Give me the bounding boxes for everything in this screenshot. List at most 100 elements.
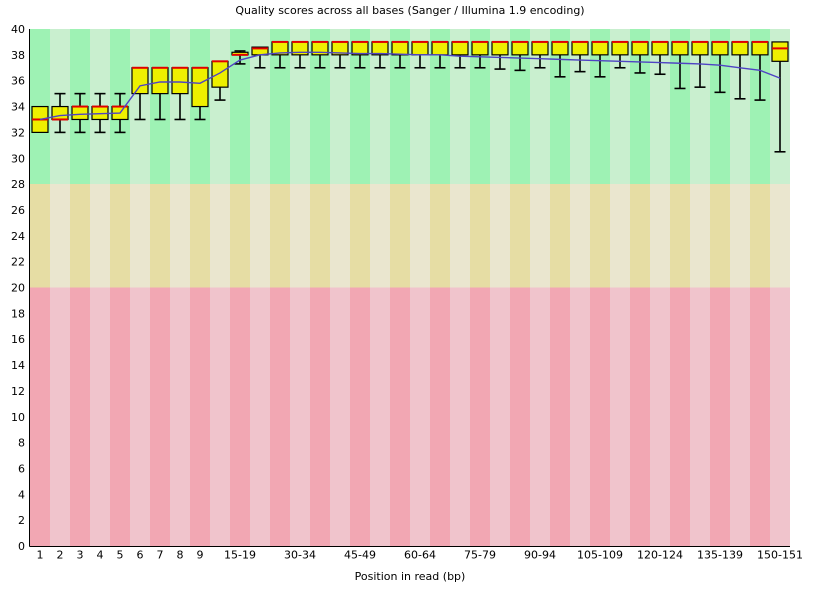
x-axis-tick-label: 135-139 xyxy=(697,549,743,562)
boxplot-box xyxy=(431,41,449,56)
background-zone-stripe xyxy=(350,184,370,288)
background-zone-stripe xyxy=(210,287,230,546)
boxplot-box xyxy=(191,67,209,108)
background-zone-stripe xyxy=(450,287,470,546)
boxplot-box xyxy=(471,41,489,56)
background-zone-stripe xyxy=(650,29,670,185)
x-axis-tick-label: 2 xyxy=(57,549,64,562)
background-zone-stripe xyxy=(410,287,430,546)
y-axis-tick-label: 4 xyxy=(18,488,25,501)
background-zone-stripe xyxy=(670,29,690,185)
background-zone-stripe xyxy=(130,184,150,288)
background-zone-stripe xyxy=(50,287,70,546)
background-zone-stripe xyxy=(310,184,330,288)
background-zone-stripe xyxy=(690,184,710,288)
x-axis-tick-label: 150-151 xyxy=(757,549,803,562)
y-axis-tick-label: 8 xyxy=(18,437,25,450)
x-axis-tick-label: 1 xyxy=(37,549,44,562)
background-zone-stripe xyxy=(630,184,650,288)
background-zone-stripe xyxy=(670,184,690,288)
background-zone-stripe xyxy=(610,184,630,288)
background-zone-stripe xyxy=(30,287,50,546)
x-axis-tick-label: 5 xyxy=(117,549,124,562)
background-zone-stripe xyxy=(590,29,610,185)
background-zone-stripe xyxy=(650,287,670,546)
background-zone-stripe xyxy=(170,184,190,288)
background-zone-stripe xyxy=(770,184,790,288)
y-axis-tick-label: 38 xyxy=(11,49,25,62)
y-axis-tick-label: 26 xyxy=(11,204,25,217)
background-zone-stripe xyxy=(70,184,90,288)
background-zone-stripe xyxy=(270,287,290,546)
background-zone-stripe xyxy=(230,287,250,546)
background-zone-stripe xyxy=(30,184,50,288)
background-zone-stripe xyxy=(690,29,710,185)
boxplot-box xyxy=(171,67,189,95)
boxplot-box xyxy=(611,41,629,56)
background-zone-stripe xyxy=(190,184,210,288)
y-axis-tick-label: 2 xyxy=(18,514,25,527)
boxplot-box xyxy=(531,41,549,56)
boxplot-box xyxy=(691,41,709,56)
background-zone-stripe xyxy=(710,184,730,288)
background-zone-stripe xyxy=(330,184,350,288)
chart-title: Quality scores across all bases (Sanger … xyxy=(235,4,585,17)
y-axis-tick-label: 34 xyxy=(11,101,25,114)
background-zone-stripe xyxy=(330,287,350,546)
x-axis-title: Position in read (bp) xyxy=(354,570,466,583)
boxplot-box xyxy=(631,41,649,56)
background-zone-stripe xyxy=(430,287,450,546)
boxplot-box xyxy=(451,41,469,56)
background-zone-stripe xyxy=(590,287,610,546)
background-zone-stripe xyxy=(630,29,650,185)
boxplot-box xyxy=(751,41,769,56)
background-zone-stripe xyxy=(710,29,730,185)
background-zone-stripe xyxy=(410,184,430,288)
y-axis-tick-label: 24 xyxy=(11,230,25,243)
background-zone-stripe xyxy=(530,184,550,288)
background-zone-stripe xyxy=(90,287,110,546)
background-zone-stripe xyxy=(230,184,250,288)
boxplot-box xyxy=(571,41,589,56)
background-zone-stripe xyxy=(730,287,750,546)
background-zone-stripe xyxy=(530,287,550,546)
y-axis-tick-label: 0 xyxy=(18,540,25,553)
background-zone-stripe xyxy=(510,287,530,546)
x-axis-tick-label: 45-49 xyxy=(344,549,376,562)
background-zone-stripe xyxy=(630,287,650,546)
background-zone-stripe xyxy=(170,287,190,546)
background-zone-stripe xyxy=(750,184,770,288)
boxplot-box xyxy=(711,41,729,56)
x-axis-tick-label: 120-124 xyxy=(637,549,683,562)
y-axis-tick-label: 22 xyxy=(11,256,25,269)
background-zone-stripe xyxy=(310,287,330,546)
x-axis-tick-label: 8 xyxy=(177,549,184,562)
x-axis-tick-label: 30-34 xyxy=(284,549,316,562)
background-zone-stripe xyxy=(390,184,410,288)
y-axis-tick-label: 12 xyxy=(11,385,25,398)
mean-line xyxy=(39,51,781,121)
x-axis-tick-label: 75-79 xyxy=(464,549,496,562)
boxplot-box xyxy=(511,41,529,56)
background-zone-stripe xyxy=(110,287,130,546)
background-zone-stripe xyxy=(450,184,470,288)
background-zone-stripe xyxy=(550,184,570,288)
background-zone-stripe xyxy=(730,184,750,288)
background-zone-stripe xyxy=(670,287,690,546)
background-zone-stripe xyxy=(50,184,70,288)
background-zone-stripe xyxy=(390,287,410,546)
x-axis-tick-label: 4 xyxy=(97,549,104,562)
background-zone-stripe xyxy=(750,287,770,546)
y-axis-tick-label: 6 xyxy=(18,462,25,475)
background-zone-stripe xyxy=(710,287,730,546)
background-zone-stripe xyxy=(70,287,90,546)
background-zone-stripe xyxy=(370,184,390,288)
background-zone-stripe xyxy=(490,287,510,546)
y-axis-tick-label: 16 xyxy=(11,333,25,346)
boxplot-box xyxy=(591,41,609,56)
y-axis-tick-label: 14 xyxy=(11,359,25,372)
x-axis-tick-label: 105-109 xyxy=(577,549,623,562)
background-zone-stripe xyxy=(250,287,270,546)
background-zone-stripe xyxy=(270,184,290,288)
